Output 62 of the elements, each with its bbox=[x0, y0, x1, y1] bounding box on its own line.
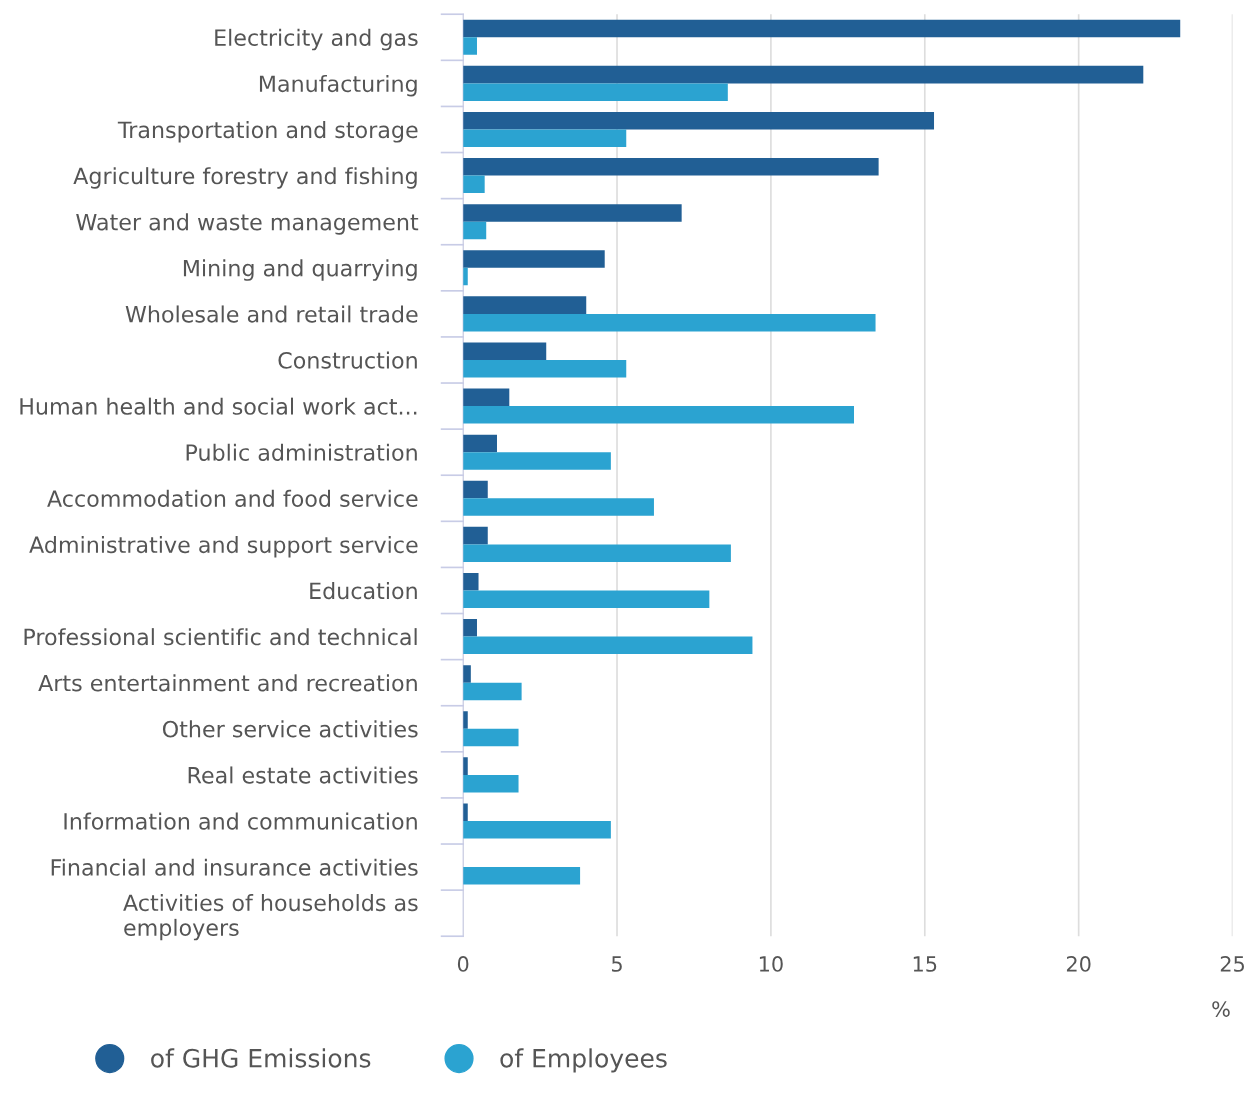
bar bbox=[463, 820, 611, 839]
bar bbox=[463, 590, 710, 608]
y-tick-label: Public administration bbox=[186, 443, 417, 461]
bar bbox=[463, 728, 519, 747]
bar bbox=[463, 619, 477, 637]
x-tick-label: 5 bbox=[612, 956, 622, 972]
bar bbox=[463, 83, 728, 101]
x-tick-label: 15 bbox=[913, 956, 937, 972]
y-tick-label: Transportation and storage bbox=[117, 121, 418, 143]
y-tick-label: Accommodation and food service bbox=[47, 489, 418, 508]
legend-label: of Employees bbox=[500, 1048, 667, 1073]
y-tick-label: Human health and social work act... bbox=[20, 397, 417, 415]
y-tick-label: Electricity and gas bbox=[215, 28, 418, 51]
bar bbox=[463, 19, 1181, 38]
bar bbox=[463, 158, 879, 176]
bar bbox=[463, 498, 654, 516]
y-tick-label: Mining and quarrying bbox=[183, 259, 417, 281]
bar bbox=[463, 544, 731, 562]
bar bbox=[463, 774, 519, 793]
bar bbox=[463, 636, 753, 655]
bar bbox=[463, 342, 547, 360]
y-tick-label: Wholesale and retail trade bbox=[125, 305, 418, 323]
bar bbox=[463, 296, 587, 314]
y-tick-label: Arts entertainment and recreation bbox=[38, 674, 417, 692]
bar bbox=[463, 250, 605, 268]
bar bbox=[463, 129, 627, 147]
bar bbox=[463, 682, 522, 701]
y-tick-label: Construction bbox=[278, 351, 417, 369]
bar bbox=[463, 867, 581, 885]
y-tick-label: Information and communication bbox=[64, 812, 417, 830]
y-tick-label: Water and waste management bbox=[76, 213, 419, 235]
bar bbox=[463, 434, 497, 453]
bar bbox=[463, 359, 627, 378]
bar bbox=[463, 175, 485, 194]
bar bbox=[463, 65, 1144, 84]
bar bbox=[463, 572, 479, 591]
y-tick-label: Real estate activities bbox=[188, 766, 418, 784]
y-tick-label: Administrative and support service bbox=[29, 535, 418, 558]
bar bbox=[463, 480, 488, 499]
bar bbox=[463, 221, 487, 240]
x-tick-label: 10 bbox=[759, 956, 783, 972]
bar bbox=[463, 665, 471, 683]
x-tick-label: 0 bbox=[457, 956, 469, 972]
x-tick-label: 20 bbox=[1066, 956, 1091, 972]
bar bbox=[463, 204, 682, 222]
y-tick-label: Education bbox=[310, 582, 417, 600]
legend-label: of GHG Emissions bbox=[151, 1048, 371, 1068]
bar bbox=[463, 111, 935, 130]
y-tick-label: Manufacturing bbox=[259, 74, 417, 97]
y-tick-label: Financial and insurance activities bbox=[51, 858, 418, 876]
bar bbox=[463, 452, 611, 470]
y-tick-label: Activities of households as employers bbox=[123, 893, 418, 941]
bar bbox=[463, 313, 876, 332]
y-tick-label: Professional scientific and technical bbox=[24, 628, 417, 646]
bar bbox=[463, 406, 854, 424]
bar bbox=[463, 37, 477, 55]
bar bbox=[463, 526, 488, 545]
y-tick-label: Other service activities bbox=[162, 720, 418, 738]
bar bbox=[463, 388, 510, 407]
x-axis-title: % bbox=[1212, 1001, 1230, 1017]
x-tick-label: 25 bbox=[1220, 956, 1244, 972]
y-tick-label: Agriculture forestry and fishing bbox=[73, 167, 417, 189]
